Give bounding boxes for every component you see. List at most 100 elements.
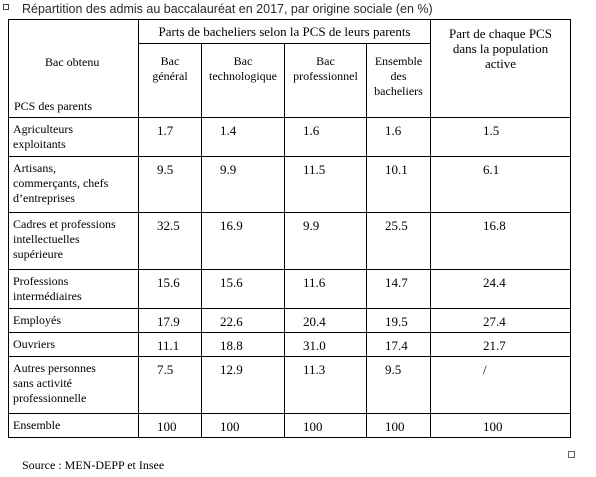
cell-bac-professionnel: 11.3 [284, 356, 367, 414]
cell-bac-technologique: 100 [201, 413, 285, 438]
header-part-line-2: dans la population [452, 41, 549, 56]
corner-label-pcs-parents: PCS des parents [14, 99, 92, 113]
cell-part-population: / [430, 356, 571, 414]
cell-bac-professionnel: 20.4 [284, 308, 367, 333]
cell-ensemble: 17.4 [366, 332, 431, 357]
header-row-columns: Bac général Bac technologique Bac profes… [9, 43, 571, 118]
header-bac-technologique: Bac technologique [201, 43, 285, 118]
row-label-line: Agriculteurs [13, 122, 73, 136]
cell-part-population: 100 [430, 413, 571, 438]
cell-ensemble: 25.5 [366, 212, 431, 270]
cell-bac-general: 11.1 [138, 332, 202, 357]
row-label-line: intermédiaires [13, 289, 82, 303]
header-bac-general: Bac général [138, 43, 202, 118]
table-row: Ouvriers 11.1 18.8 31.0 17.4 21.7 [8, 332, 571, 357]
cell-part-population: 21.7 [430, 332, 571, 357]
row-label-line: sans activité [13, 376, 72, 390]
row-label-line: commerçants, chefs [13, 176, 109, 190]
table-row: Agriculteurs exploitants 1.7 1.4 1.6 1.6… [8, 117, 571, 157]
row-label-line: Employés [13, 313, 61, 327]
row-label-line: exploitants [13, 137, 66, 151]
cell-ensemble: 1.6 [366, 117, 431, 157]
cell-ensemble: 100 [366, 413, 431, 438]
row-label: Employés [8, 308, 139, 333]
table-row: Cadres et professions intellectuelles su… [8, 212, 571, 270]
header-bac-professionnel: Bac professionnel [284, 43, 367, 118]
cell-part-population: 16.8 [430, 212, 571, 270]
cell-bac-professionnel: 31.0 [284, 332, 367, 357]
row-label: Ouvriers [8, 332, 139, 357]
row-label: Autres personnes sans activité professio… [8, 356, 139, 414]
cell-bac-technologique: 16.9 [201, 212, 285, 270]
row-label-line: d’entreprises [13, 191, 75, 205]
corner-header-cell: Bac obtenu PCS des parents [8, 19, 139, 118]
source-note: Source : MEN-DEPP et Insee [22, 458, 165, 472]
cell-ensemble: 9.5 [366, 356, 431, 414]
cell-bac-general: 1.7 [138, 117, 202, 157]
cell-bac-professionnel: 100 [284, 413, 367, 438]
header-part-line-3: active [484, 56, 517, 71]
row-label-line: Autres personnes [13, 361, 96, 375]
cell-bac-technologique: 22.6 [201, 308, 285, 333]
cell-part-population: 27.4 [430, 308, 571, 333]
table-row: Employés 17.9 22.6 20.4 19.5 27.4 [8, 308, 571, 333]
row-label-line: Artisans, [13, 161, 56, 175]
table-row: Autres personnes sans activité professio… [8, 356, 571, 414]
header-line: Bac [233, 54, 253, 68]
header-line: professionnel [293, 69, 358, 83]
cell-bac-technologique: 18.8 [201, 332, 285, 357]
cell-part-population: 6.1 [430, 156, 571, 213]
row-label-line: intellectuelles [13, 232, 80, 246]
header-line: des [390, 69, 407, 83]
table-row: Artisans, commerçants, chefs d’entrepris… [8, 156, 571, 213]
cell-bac-general: 9.5 [138, 156, 202, 213]
cell-bac-general: 17.9 [138, 308, 202, 333]
table-row: Professions intermédiaires 15.6 15.6 11.… [8, 269, 571, 309]
row-label-line: supérieure [13, 247, 63, 261]
cell-bac-general: 15.6 [138, 269, 202, 309]
corner-label-bac-obtenu: Bac obtenu [45, 55, 100, 69]
row-label: Artisans, commerçants, chefs d’entrepris… [8, 156, 139, 213]
row-label: Ensemble [8, 413, 139, 438]
header-part-line-1: Part de chaque PCS [449, 26, 552, 41]
table-row-total: Ensemble 100 100 100 100 100 [8, 413, 571, 438]
document-title: Répartition des admis au baccalauréat en… [22, 2, 433, 16]
header-ensemble-bacheliers: Ensemble des bacheliers [366, 43, 431, 118]
row-label-line: Cadres et professions [13, 217, 116, 231]
cell-bac-general: 7.5 [138, 356, 202, 414]
header-line: Bac [160, 54, 180, 68]
header-line: bacheliers [374, 84, 423, 98]
row-label: Professions intermédiaires [8, 269, 139, 309]
cell-ensemble: 10.1 [366, 156, 431, 213]
cell-bac-professionnel: 9.9 [284, 212, 367, 270]
row-label: Agriculteurs exploitants [8, 117, 139, 157]
cell-part-population: 1.5 [430, 117, 571, 157]
header-line: technologique [209, 69, 277, 83]
cell-bac-general: 100 [138, 413, 202, 438]
cell-bac-technologique: 12.9 [201, 356, 285, 414]
table-resize-handle[interactable] [568, 451, 575, 458]
table-anchor-handle[interactable] [3, 4, 9, 10]
row-label-line: professionnelle [13, 391, 87, 405]
row-label-line: Professions [13, 274, 69, 288]
cell-part-population: 24.4 [430, 269, 571, 309]
row-label: Cadres et professions intellectuelles su… [8, 212, 139, 270]
cell-ensemble: 14.7 [366, 269, 431, 309]
group-header-parts-bacheliers: Parts de bacheliers selon la PCS de leur… [138, 19, 431, 44]
header-line: général [152, 69, 188, 83]
row-label-line: Ensemble [13, 418, 61, 432]
cell-bac-technologique: 1.4 [201, 117, 285, 157]
header-line: Bac [316, 54, 335, 68]
row-label-line: Ouvriers [13, 337, 55, 351]
cell-bac-professionnel: 1.6 [284, 117, 367, 157]
cell-bac-technologique: 15.6 [201, 269, 285, 309]
header-part-population-active: Part de chaque PCS dans la population ac… [430, 19, 571, 118]
cell-ensemble: 19.5 [366, 308, 431, 333]
cell-bac-general: 32.5 [138, 212, 202, 270]
cell-bac-technologique: 9.9 [201, 156, 285, 213]
cell-bac-professionnel: 11.5 [284, 156, 367, 213]
cell-bac-professionnel: 11.6 [284, 269, 367, 309]
header-line: Ensemble [374, 54, 423, 68]
admissions-table: Bac obtenu PCS des parents Parts de bach… [8, 19, 571, 438]
header-row-group: Bac obtenu PCS des parents Parts de bach… [8, 19, 571, 118]
